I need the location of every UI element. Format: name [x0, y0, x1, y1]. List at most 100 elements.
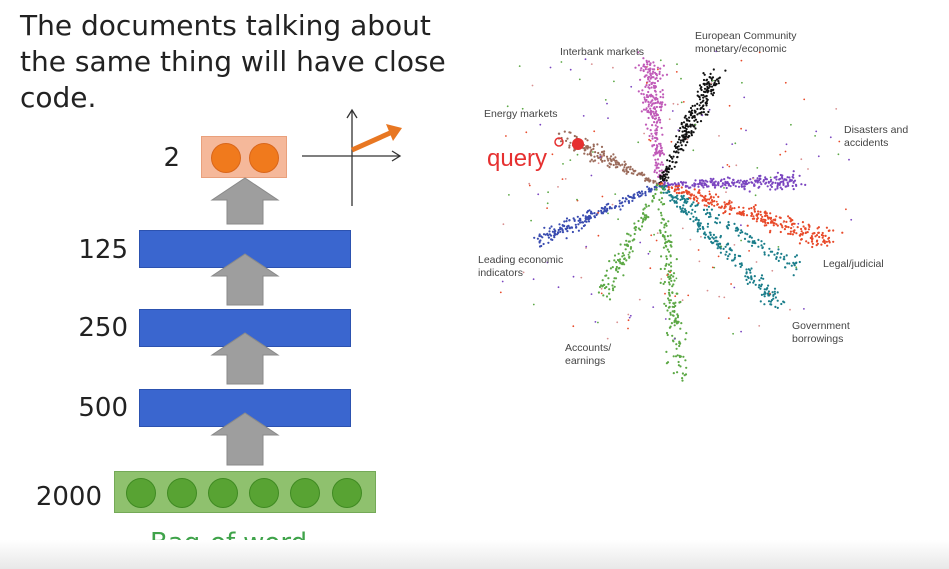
scatter-point [594, 321, 597, 323]
scatter-point [672, 355, 675, 358]
scatter-point [547, 241, 550, 244]
scatter-point [760, 283, 763, 286]
scatter-point [654, 140, 657, 143]
scatter-point [700, 94, 703, 97]
scatter-point [666, 191, 669, 194]
scatter-point [777, 246, 780, 248]
scatter-point [748, 281, 752, 284]
scatter-point [704, 113, 707, 116]
scatter-point [694, 118, 698, 121]
scatter-point [654, 151, 657, 154]
scatter-point [723, 296, 726, 299]
scatter-point [614, 193, 617, 196]
scatter-point [690, 109, 694, 112]
scatter-point [807, 168, 809, 170]
scatter-point [669, 269, 673, 272]
scatter-point [670, 167, 673, 170]
scatter-point [760, 277, 763, 280]
scatter-point [803, 98, 806, 101]
scatter-point [772, 224, 775, 227]
scatter-point [653, 82, 657, 85]
scatter-point [648, 87, 651, 90]
scatter-point [681, 197, 684, 201]
scatter-point [580, 276, 583, 279]
scatter-point [679, 207, 682, 210]
scatter-point [718, 135, 720, 137]
scatter-point [578, 78, 581, 81]
scatter-point [708, 76, 711, 79]
scatter-point [670, 186, 673, 189]
scatter-point [579, 217, 582, 220]
scatter-point [647, 95, 650, 99]
cluster-label: Accounts/ earnings [565, 342, 612, 367]
scatter-point [642, 208, 645, 211]
scatter-point [755, 220, 758, 223]
scatter-point [659, 211, 663, 214]
scatter-point [755, 179, 759, 182]
scatter-point [642, 57, 645, 60]
scatter-point [682, 149, 685, 152]
scatter-point [665, 179, 668, 182]
scatter-point [710, 199, 714, 202]
scatter-point [754, 194, 757, 197]
scatter-point [710, 88, 713, 92]
scatter-point [758, 325, 761, 327]
scatter-point [636, 193, 640, 196]
scatter-point [546, 202, 549, 205]
scatter-point [506, 105, 509, 108]
scatter-point [663, 181, 666, 184]
scatter-point [647, 252, 650, 255]
scatter-point [609, 267, 613, 270]
scatter-point [740, 59, 743, 62]
scatter-point [628, 316, 631, 319]
scatter-point [559, 226, 562, 229]
scatter-point [643, 173, 646, 176]
scatter-point [671, 160, 674, 164]
scatter-point [757, 286, 761, 289]
scatter-point [765, 288, 768, 291]
scatter-point [693, 185, 696, 188]
scatter-point [664, 244, 668, 247]
scatter-point [655, 110, 658, 113]
scatter-point [679, 205, 682, 209]
scatter-point [686, 192, 689, 195]
scatter-point [654, 164, 657, 167]
scatter-point [750, 181, 753, 184]
scatter-point [760, 240, 763, 243]
scatter-point [771, 221, 774, 224]
scatter-point [692, 115, 695, 118]
scatter-point [697, 185, 700, 188]
scatter-point [703, 204, 706, 207]
scatter-point [702, 94, 705, 97]
scatter-point [625, 239, 628, 242]
scatter-point [692, 201, 695, 204]
scatter-point [631, 239, 634, 242]
scatter-point [672, 272, 676, 275]
scatter-point [740, 224, 742, 227]
scatter-point [565, 237, 568, 240]
scatter-point [693, 198, 696, 201]
scatter-point [743, 187, 746, 190]
scatter-point [811, 232, 814, 235]
scatter-point [686, 197, 689, 200]
scatter-point [696, 204, 699, 207]
scatter-point [629, 165, 632, 168]
scatter-point [569, 141, 572, 144]
scatter-point [658, 72, 661, 76]
scatter-point [557, 132, 561, 135]
scatter-point [627, 170, 630, 174]
scatter-point [679, 342, 682, 345]
scatter-point [647, 90, 650, 94]
scatter-point [702, 179, 705, 182]
scatter-point [662, 179, 665, 182]
scatter-point [660, 161, 663, 164]
scatter-point [597, 151, 600, 155]
scatter-point [653, 169, 657, 172]
scatter-point [675, 200, 678, 203]
scatter-point [790, 227, 793, 230]
code-node [249, 143, 279, 173]
scatter-point [745, 179, 749, 182]
scatter-point [656, 137, 659, 140]
scatter-point [662, 282, 665, 285]
scatter-point [563, 220, 566, 223]
